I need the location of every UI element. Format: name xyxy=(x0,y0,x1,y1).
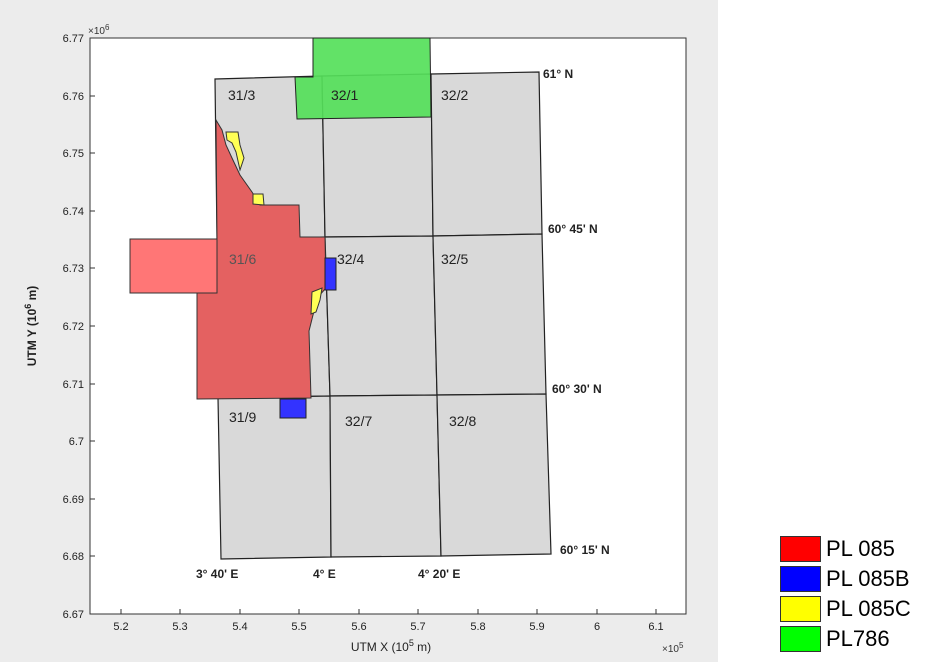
legend-swatch xyxy=(780,626,821,652)
y-tick-label: 6.74 xyxy=(63,206,84,218)
x-tick-label: 6.1 xyxy=(648,621,663,633)
longitude-label-4-20e: 4° 20' E xyxy=(418,567,460,581)
pl786-area xyxy=(294,37,432,120)
legend-label: PL786 xyxy=(826,626,890,651)
y-tick-label: 6.73 xyxy=(63,263,84,275)
pl085-area xyxy=(129,118,327,400)
x-tick-label: 6 xyxy=(594,621,600,633)
block-label-31-9: 31/9 xyxy=(229,409,256,425)
block-label-32-1: 32/1 xyxy=(331,87,358,103)
x-tick-label: 5.6 xyxy=(351,621,366,633)
y-tick-label: 6.7 xyxy=(69,436,84,448)
y-axis-label: UTM Y (106 m) xyxy=(23,286,39,367)
latitude-label-60-15n: 60° 15' N xyxy=(560,543,610,557)
y-axis-multiplier: ×106 xyxy=(88,23,110,37)
x-tick-label: 5.2 xyxy=(113,621,128,633)
y-tick-label: 6.69 xyxy=(63,494,84,506)
pl085b-area xyxy=(279,257,337,419)
y-tick-label: 6.77 xyxy=(63,33,84,45)
x-axis-label: UTM X (105 m) xyxy=(351,638,431,654)
x-tick-label: 5.4 xyxy=(232,621,247,633)
legend-swatch xyxy=(780,596,821,622)
latitude-label-61n: 61° N xyxy=(543,67,573,81)
y-tick-label: 6.67 xyxy=(63,609,84,621)
longitude-label-3-40e: 3° 40' E xyxy=(196,567,238,581)
legend-item-pl085b: PL 085B xyxy=(780,564,928,594)
legend-swatch xyxy=(780,536,821,562)
block-label-31-6: 31/6 xyxy=(229,251,256,267)
y-tick-label: 6.68 xyxy=(63,551,84,563)
x-axis-multiplier: ×105 xyxy=(662,641,684,655)
latitude-label-60-30n: 60° 30' N xyxy=(552,382,602,396)
legend-label: PL 085 xyxy=(826,536,895,561)
legend-item-pl085: PL 085 xyxy=(780,534,928,564)
latitude-label-60-45n: 60° 45' N xyxy=(548,222,598,236)
y-tick-label: 6.76 xyxy=(63,91,84,103)
legend-item-pl786: PL786 xyxy=(780,624,928,654)
block-label-32-2: 32/2 xyxy=(441,87,468,103)
longitude-label-4e: 4° E xyxy=(313,567,336,581)
x-tick-label: 5.3 xyxy=(172,621,187,633)
block-label-32-7: 32/7 xyxy=(345,413,372,429)
y-tick-label: 6.71 xyxy=(63,379,84,391)
x-tick-label: 5.8 xyxy=(470,621,485,633)
x-tick-label: 5.9 xyxy=(529,621,544,633)
legend-label: PL 085B xyxy=(826,566,910,591)
pl085c-area xyxy=(225,131,323,315)
legend-label: PL 085C xyxy=(826,596,911,621)
block-label-31-3: 31/3 xyxy=(228,87,255,103)
legend-item-pl085c: PL 085C xyxy=(780,594,928,624)
block-label-32-4: 32/4 xyxy=(337,251,364,267)
block-label-32-5: 32/5 xyxy=(441,251,468,267)
block-label-32-8: 32/8 xyxy=(449,413,476,429)
y-axis xyxy=(90,37,95,615)
legend-swatch xyxy=(780,566,821,592)
x-tick-label: 5.7 xyxy=(410,621,425,633)
x-axis xyxy=(120,609,657,614)
x-tick-label: 5.5 xyxy=(291,621,306,633)
license-blocks xyxy=(214,71,552,560)
legend: PL 085 PL 085B PL 085C PL786 xyxy=(780,534,928,654)
y-tick-label: 6.75 xyxy=(63,148,84,160)
y-tick-label: 6.72 xyxy=(63,321,84,333)
block-32-8 xyxy=(436,393,552,557)
